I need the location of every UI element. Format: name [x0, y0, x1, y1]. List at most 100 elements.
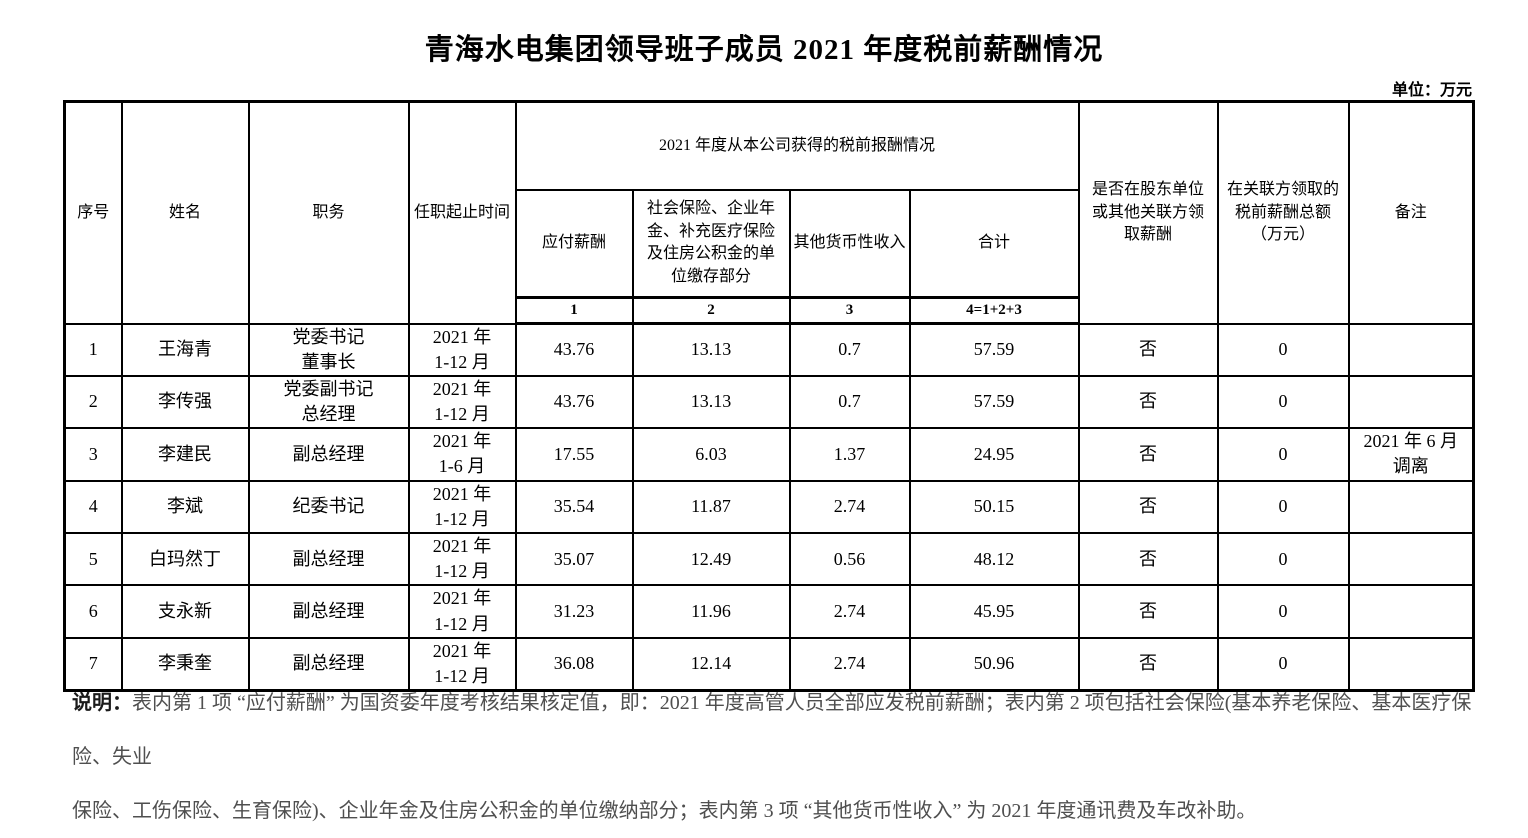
cell-social: 12.49 — [631, 531, 791, 587]
cell-tenure: 2021 年 1-12 月 — [407, 584, 517, 639]
cell-tenure: 2021 年 1-6 月 — [407, 427, 517, 482]
cell-payable: 17.55 — [514, 427, 634, 482]
cell-name: 支永新 — [120, 584, 250, 639]
cell-amount: 0 — [1216, 636, 1350, 692]
cell-index: 1 — [63, 322, 123, 377]
cell-tenure: 2021 年 1-12 月 — [407, 479, 517, 535]
cell-amount: 0 — [1216, 584, 1350, 639]
cell-remark — [1347, 322, 1475, 377]
cell-total: 48.12 — [908, 531, 1080, 587]
cell-position: 党委副书记 总经理 — [247, 374, 410, 430]
table-row: 3 李建民 副总经理 2021 年 1-6 月 17.55 6.03 1.37 … — [63, 427, 1475, 482]
cell-remark — [1347, 636, 1475, 692]
cell-amount: 0 — [1216, 531, 1350, 587]
cell-total: 24.95 — [908, 427, 1080, 482]
cell-other: 2.74 — [788, 584, 911, 639]
cell-other: 2.74 — [788, 479, 911, 535]
cell-total: 57.59 — [908, 322, 1080, 377]
page-title: 青海水电集团领导班子成员 2021 年度税前薪酬情况 — [424, 34, 1104, 66]
cell-name: 李建民 — [120, 427, 250, 482]
cell-amount: 0 — [1216, 427, 1350, 482]
cell-index: 5 — [63, 531, 123, 587]
header-remark: 备注 — [1347, 100, 1475, 325]
cell-total: 57.59 — [908, 374, 1080, 430]
cell-remark — [1347, 479, 1475, 535]
cell-position: 副总经理 — [247, 636, 410, 692]
salary-table: 序号 姓名 职务 任职起止时间 2021 年度从本公司获得的税前报酬情况 是否在… — [63, 100, 1476, 693]
cell-tenure: 2021 年 1-12 月 — [407, 322, 517, 377]
cell-social: 11.96 — [631, 584, 791, 639]
cell-name: 白玛然丁 — [120, 531, 250, 587]
cell-flag: 否 — [1077, 531, 1219, 587]
cell-other: 0.7 — [788, 322, 911, 377]
header-other-income: 其他货币性收入 — [788, 188, 911, 299]
footnote-line-1: 说明：表内第 1 项 “应付薪酬” 为国资委年度考核结果核定值，即：2021 年… — [72, 676, 1472, 784]
cell-tenure: 2021 年 1-12 月 — [407, 636, 517, 692]
cell-total: 50.96 — [908, 636, 1080, 692]
cell-total: 50.15 — [908, 479, 1080, 535]
header-col-number-3: 3 — [788, 296, 911, 325]
cell-tenure: 2021 年 1-12 月 — [407, 374, 517, 430]
document-page: 青海水电集团领导班子成员 2021 年度税前薪酬情况 单位：万元 序号 姓名 职… — [63, 34, 1476, 822]
cell-flag: 否 — [1077, 374, 1219, 430]
cell-position: 副总经理 — [247, 427, 410, 482]
table-row: 7 李秉奎 副总经理 2021 年 1-12 月 36.08 12.14 2.7… — [63, 636, 1475, 692]
cell-amount: 0 — [1216, 374, 1350, 430]
header-total: 合计 — [908, 188, 1080, 299]
cell-payable: 36.08 — [514, 636, 634, 692]
header-index: 序号 — [63, 100, 123, 325]
cell-remark — [1347, 374, 1475, 430]
cell-remark — [1347, 531, 1475, 587]
cell-amount: 0 — [1216, 479, 1350, 535]
cell-other: 1.37 — [788, 427, 911, 482]
header-payable: 应付薪酬 — [514, 188, 634, 299]
cell-payable: 35.54 — [514, 479, 634, 535]
cell-payable: 35.07 — [514, 531, 634, 587]
table-row: 4 李斌 纪委书记 2021 年 1-12 月 35.54 11.87 2.74… — [63, 479, 1475, 535]
cell-position: 党委书记 董事长 — [247, 322, 410, 377]
cell-social: 6.03 — [631, 427, 791, 482]
header-compensation-group: 2021 年度从本公司获得的税前报酬情况 — [514, 100, 1080, 191]
footnote-line-2: 保险、工伤保险、生育保险)、企业年金及住房公积金的单位缴纳部分；表内第 3 项 … — [72, 784, 1472, 838]
cell-index: 2 — [63, 374, 123, 430]
header-position: 职务 — [247, 100, 410, 325]
cell-other: 2.74 — [788, 636, 911, 692]
cell-name: 李斌 — [120, 479, 250, 535]
header-col-number-2: 2 — [631, 296, 791, 325]
cell-position: 副总经理 — [247, 531, 410, 587]
cell-remark: 2021 年 6 月 调离 — [1347, 427, 1475, 482]
cell-flag: 否 — [1077, 636, 1219, 692]
cell-index: 6 — [63, 584, 123, 639]
footnote-text-2: 保险、工伤保险、生育保险)、企业年金及住房公积金的单位缴纳部分；表内第 3 项 … — [72, 800, 1257, 822]
cell-payable: 43.76 — [514, 322, 634, 377]
cell-name: 李秉奎 — [120, 636, 250, 692]
unit-label: 单位：万元 — [1391, 82, 1472, 99]
header-col-number-4: 4=1+2+3 — [908, 296, 1080, 325]
cell-payable: 43.76 — [514, 374, 634, 430]
header-col-number-1: 1 — [514, 296, 634, 325]
header-name: 姓名 — [120, 100, 250, 325]
cell-index: 7 — [63, 636, 123, 692]
footnote-text-1: 表内第 1 项 “应付薪酬” 为国资委年度考核结果核定值，即：2021 年度高管… — [72, 692, 1472, 768]
cell-flag: 否 — [1077, 584, 1219, 639]
cell-index: 4 — [63, 479, 123, 535]
cell-position: 副总经理 — [247, 584, 410, 639]
cell-position: 纪委书记 — [247, 479, 410, 535]
header-tenure: 任职起止时间 — [407, 100, 517, 325]
cell-total: 45.95 — [908, 584, 1080, 639]
footnote: 说明：表内第 1 项 “应付薪酬” 为国资委年度考核结果核定值，即：2021 年… — [72, 676, 1472, 838]
cell-flag: 否 — [1077, 322, 1219, 377]
header-related-party-flag: 是否在股东单位或其他关联方领取薪酬 — [1077, 100, 1219, 325]
cell-tenure: 2021 年 1-12 月 — [407, 531, 517, 587]
cell-other: 0.56 — [788, 531, 911, 587]
cell-name: 李传强 — [120, 374, 250, 430]
cell-social: 13.13 — [631, 322, 791, 377]
footnote-label: 说明： — [72, 692, 132, 714]
cell-flag: 否 — [1077, 427, 1219, 482]
table-row: 1 王海青 党委书记 董事长 2021 年 1-12 月 43.76 13.13… — [63, 322, 1475, 377]
cell-social: 11.87 — [631, 479, 791, 535]
cell-social: 13.13 — [631, 374, 791, 430]
cell-index: 3 — [63, 427, 123, 482]
cell-remark — [1347, 584, 1475, 639]
cell-name: 王海青 — [120, 322, 250, 377]
